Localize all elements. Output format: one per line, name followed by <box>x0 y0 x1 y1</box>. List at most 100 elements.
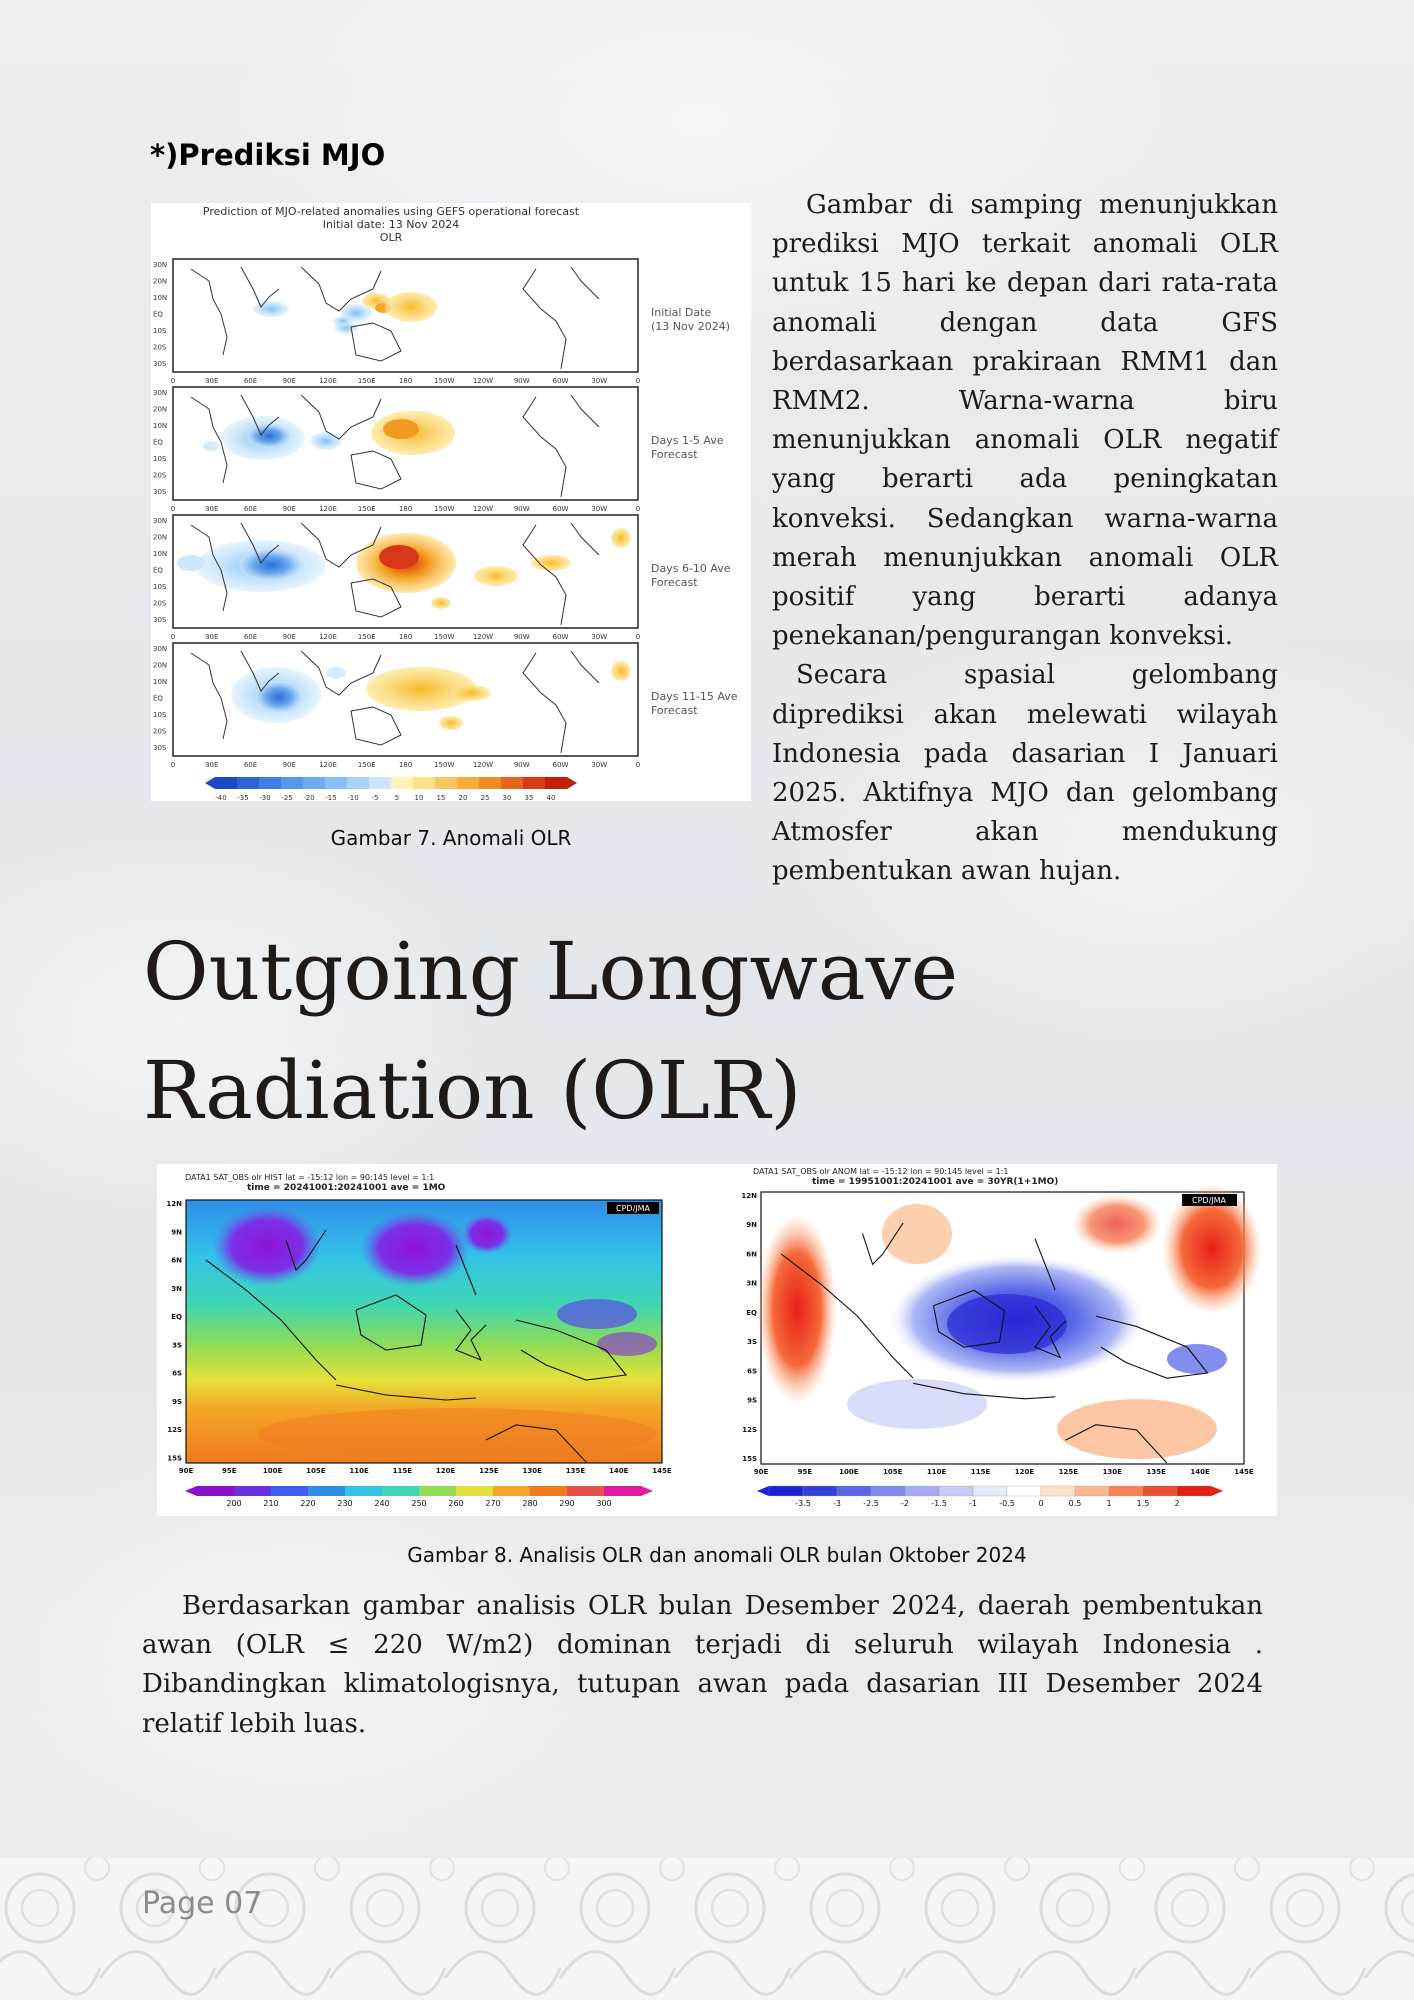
australia-coast <box>350 578 402 618</box>
philippines-coast <box>455 1244 477 1296</box>
fig7-lon-tick: 150W <box>434 761 454 769</box>
batik-dot <box>429 1858 455 1881</box>
fig7-colorbar-label: 25 <box>481 794 490 801</box>
left-colorbar-swatch <box>382 1486 419 1496</box>
batik-swirl <box>788 1950 907 1996</box>
fig7-lat-tick: 10N <box>153 550 167 558</box>
fig7-colorbar-label: 5 <box>395 794 399 801</box>
fig8-lon-tick: 145E <box>652 1467 672 1475</box>
left-colorbar-swatch <box>308 1486 345 1496</box>
fig7-lon-tick: 150E <box>358 761 376 769</box>
left-colorbar-swatch <box>567 1486 604 1496</box>
fig7-lon-tick: 90W <box>514 505 530 513</box>
right-map-header-line1: DATA1 SAT_OBS olr ANOM lat = -15:12 lon … <box>753 1167 1009 1176</box>
right-colorbar-left-arrow <box>757 1486 769 1496</box>
batik-ring <box>4 1872 76 1944</box>
fig7-colorbar-swatch <box>259 777 281 789</box>
america-east-coast <box>570 266 600 300</box>
fig7-lon-tick: 0 <box>636 505 640 513</box>
batik-swirl <box>558 1950 677 1996</box>
fig7-colorbar-swatch <box>369 777 391 789</box>
fig7-lat-tick: 10N <box>153 422 167 430</box>
section-title: *)Prediksi MJO <box>150 138 386 172</box>
americas-coast <box>522 268 567 370</box>
right-map-header-line2: time = 19951001:20241001 ave = 30YR(1+1M… <box>812 1177 1058 1187</box>
right-colorbar-swatch <box>1006 1485 1042 1497</box>
right-colorbar-swatch <box>1176 1485 1212 1497</box>
batik-ring <box>1384 1873 1414 1943</box>
america-east-coast <box>570 650 600 684</box>
fig8-lon-tick: 145E <box>1234 1468 1254 1476</box>
fig7-lon-tick: 60E <box>244 505 257 513</box>
left-colorbar-label: 200 <box>226 1499 241 1508</box>
fig7-lon-tick: 180 <box>399 505 412 513</box>
fig7-lat-tick: 10S <box>153 711 167 719</box>
fig8-lat-tick: 6S <box>172 1370 182 1378</box>
fig8-lon-tick: 115E <box>971 1468 991 1476</box>
fig7-colorbar-swatch <box>281 777 303 789</box>
indochina-coast <box>285 1229 327 1272</box>
fig8-lon-tick: 95E <box>798 1468 813 1476</box>
batik-dot <box>1119 1858 1145 1881</box>
left-colorbar-label: 260 <box>448 1499 463 1508</box>
fig8-lon-tick: 120E <box>1015 1468 1035 1476</box>
right-colorbar-label: 2 <box>1174 1499 1179 1508</box>
olr-analysis-maps: DATA1 SAT_OBS olr HIST lat = -15:12 lon … <box>166 1167 1262 1508</box>
philippines-coast <box>1034 1238 1056 1291</box>
batik-inner-ring <box>20 1888 60 1928</box>
mjo-panel-3: Days 6-10 Ave Forecast <box>172 514 731 629</box>
fig8-lon-tick: 130E <box>1103 1468 1123 1476</box>
india-coast <box>240 266 280 308</box>
fig7-colorbar-left-arrow <box>205 777 215 789</box>
fig7-lon-tick: 60W <box>553 505 569 513</box>
fig8-lon-tick: 110E <box>349 1467 369 1475</box>
batik-ring <box>464 1872 536 1944</box>
right-colorbar-swatch <box>768 1485 804 1497</box>
fig7-colorbar-label: 20 <box>459 794 468 801</box>
asia-coast <box>300 266 382 312</box>
india-coast <box>240 394 280 436</box>
fig7-lon-tick: 90E <box>283 633 296 641</box>
fig7-lon-tick: 30E <box>205 633 218 641</box>
fig7-lon-tick: 150W <box>434 505 454 513</box>
fig7-lat-tick: 30N <box>153 389 167 397</box>
left-colorbar-label: 300 <box>596 1499 611 1508</box>
right-colorbar-swatch <box>1108 1485 1144 1497</box>
fig7-colorbar-swatch <box>523 777 545 789</box>
fig7-lat-tick: 30S <box>153 360 167 368</box>
fig7-header-line2: Initial date: 13 Nov 2024 <box>323 218 459 231</box>
batik-swirl <box>443 1950 562 1996</box>
fig7-lon-tick: 180 <box>399 377 412 385</box>
fig7-lon-tick: 150W <box>434 633 454 641</box>
mjo-panel-4: Days 11-15 Ave Forecast <box>172 642 738 757</box>
batik-inner-ring <box>940 1888 980 1928</box>
fig7-colorbar: -40 -35 -30 -25 -20 -15 -10 -5 5 10 15 20 25 30 35 40 <box>205 777 577 802</box>
sulawesi-coast <box>1034 1305 1066 1359</box>
fig7-colorbar-label: 15 <box>437 794 446 801</box>
mjo-forecast-map: Prediction of MJO-related anomalies usin… <box>153 205 738 802</box>
mjo-paragraph-2: Secara spasial gelombang diprediksi akan… <box>772 660 1278 887</box>
fig7-lon-tick: 0 <box>171 505 175 513</box>
fig8-lat-tick: 6S <box>747 1367 757 1375</box>
olr-anomaly-map: DATA1 SAT_OBS olr ANOM lat = -15:12 lon … <box>753 1167 1262 1465</box>
fig7-lon-tick: 0 <box>636 377 640 385</box>
right-colorbar-swatch <box>802 1485 838 1497</box>
batik-inner-ring <box>1170 1888 1210 1928</box>
americas-coast <box>522 396 567 498</box>
fig7-lon-tick: 180 <box>399 633 412 641</box>
fig7-colorbar-label: -15 <box>325 794 336 801</box>
right-colorbar-label: 1 <box>1106 1499 1111 1508</box>
fig7-colorbar-swatch <box>325 777 347 789</box>
batik-ring <box>1154 1872 1226 1944</box>
batik-ring <box>924 1872 996 1944</box>
sumatra-coast <box>780 1253 914 1379</box>
fig7-lon-tick: 60E <box>244 377 257 385</box>
fig8-lon-tick: 120E <box>436 1467 456 1475</box>
batik-inner-ring <box>710 1888 750 1928</box>
batik-swirl <box>98 1950 217 1996</box>
left-map-header-line2: time = 20241001:20241001 ave = 1MO <box>247 1183 446 1193</box>
batik-pattern <box>0 1858 1414 1996</box>
fig8-lat-tick: EQ <box>746 1309 757 1317</box>
right-colorbar-label: 1.5 <box>1137 1499 1150 1508</box>
borneo-coast <box>355 1294 427 1351</box>
